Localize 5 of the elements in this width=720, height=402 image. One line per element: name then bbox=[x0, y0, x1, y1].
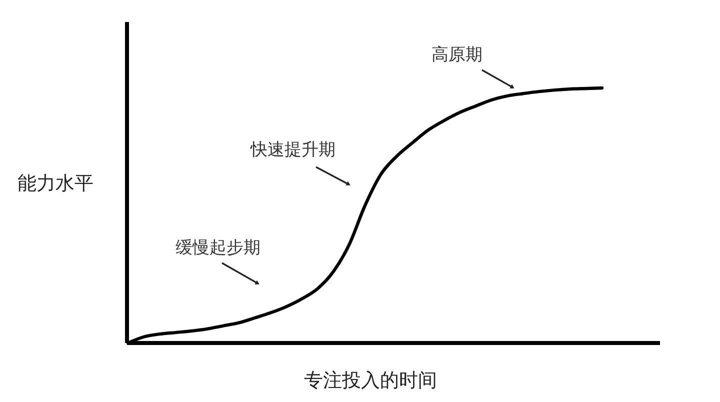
annotation: 快速提升期 bbox=[250, 140, 336, 160]
text: 高原期 bbox=[432, 45, 482, 65]
y-axis-title: 能力水平 bbox=[18, 172, 94, 194]
annotation: 缓慢起步期 bbox=[176, 238, 260, 258]
x-axis-title: 专注投入的时间 bbox=[304, 370, 437, 392]
